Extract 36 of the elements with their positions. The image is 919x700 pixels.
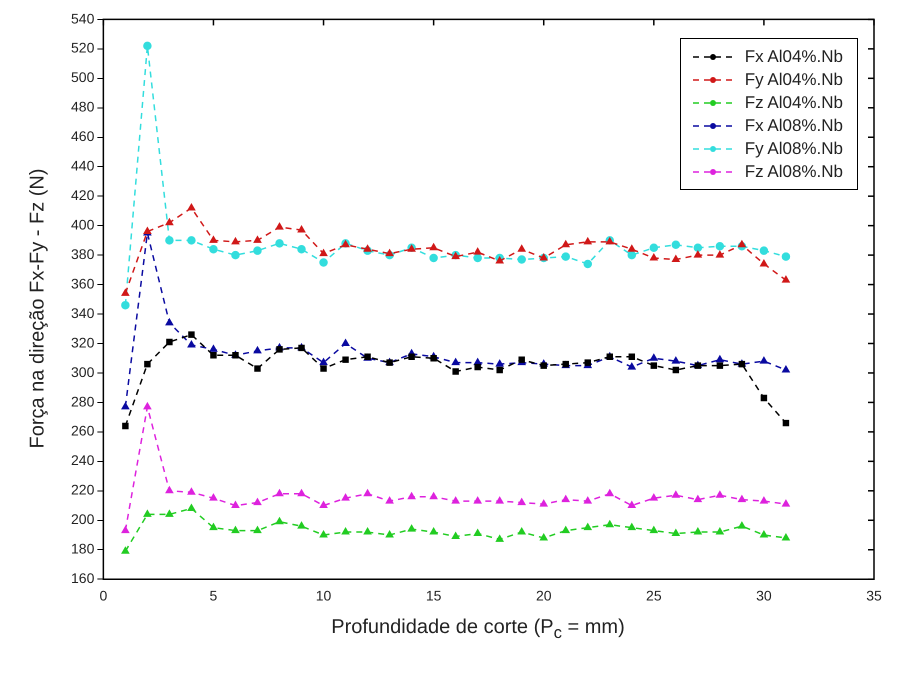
y-tick-label: 520 (71, 40, 95, 56)
y-tick-label: 360 (71, 275, 95, 292)
legend-label: Fz Al08%.Nb (744, 161, 843, 183)
y-tick-label: 240 (71, 452, 95, 468)
y-tick-label: 280 (71, 393, 95, 410)
x-tick-label: 5 (210, 587, 218, 604)
legend-label: Fy Al08%.Nb (744, 138, 843, 160)
x-tick-label: 20 (536, 587, 552, 604)
y-tick-label: 400 (71, 216, 95, 232)
legend-label: Fx Al08%.Nb (744, 115, 843, 137)
x-tick-label: 25 (646, 587, 662, 604)
legend-label: Fy Al04%.Nb (744, 69, 843, 91)
y-tick-label: 420 (71, 187, 95, 204)
y-tick-label: 440 (71, 158, 95, 174)
y-tick-label: 480 (71, 98, 95, 115)
x-tick-label: 0 (99, 587, 108, 604)
y-tick-label: 340 (71, 304, 95, 321)
x-tick-label: 15 (426, 587, 442, 604)
y-tick-label: 500 (71, 69, 95, 86)
y-tick-label: 300 (71, 364, 95, 380)
legend-label: Fz Al04%.Nb (744, 92, 843, 114)
y-tick-label: 260 (71, 422, 95, 439)
x-tick-label: 35 (866, 587, 882, 604)
x-axis-title: Profundidade de corte (P$_{c}$ = mm) (330, 616, 626, 643)
y-tick-label: 200 (71, 511, 95, 528)
y-tick-label: 180 (71, 540, 95, 557)
x-tick-label: 10 (316, 587, 332, 604)
y-tick-label: 460 (71, 128, 95, 144)
y-tick-label: 380 (71, 246, 95, 262)
x-tick-label: 30 (756, 587, 772, 604)
y-tick-label: 220 (71, 482, 95, 498)
legend-label: Fx Al04%.Nb (744, 46, 843, 68)
y-tick-label: 540 (71, 10, 95, 26)
y-tick-label: 160 (71, 570, 95, 586)
y-axis-title: Força na direção Fx-Fy - Fz (N) (26, 168, 50, 448)
y-tick-label: 320 (71, 334, 95, 350)
